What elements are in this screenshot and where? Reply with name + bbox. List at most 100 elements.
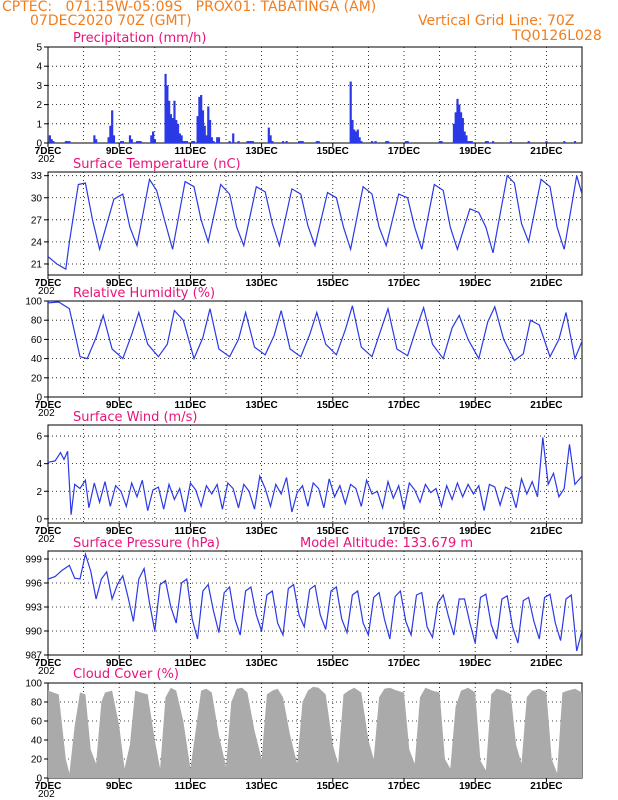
precip-bar [492,141,495,143]
precip-bar [271,141,274,143]
product-code: TQ0126L028 [512,28,602,44]
precip-bar [153,139,156,143]
x-tick-label: 7DEC [35,526,62,537]
x-tick-label: 21DEC [530,658,562,669]
precip-bar [212,141,215,143]
precip-bar [50,139,53,143]
x-tick-label: 11DEC [175,526,207,537]
precip-bar [467,141,470,143]
precip-bar [299,141,302,143]
precip-bar [315,141,318,143]
series-line [48,301,582,362]
x-tick-label: 15DEC [317,278,349,289]
precip-bar [463,131,466,143]
precip-bar [470,141,473,143]
x-tick-label: 7DEC [35,146,62,157]
y-tick-label: 0 [36,139,42,150]
precip-bar [216,137,219,143]
precip-bar [237,141,240,143]
precip-bar [112,135,116,143]
y-tick-label: 2 [36,100,42,111]
y-tick-label: 20 [31,373,43,384]
precip-bar [267,127,270,143]
vertical-grid-label: Vertical Grid Line: 70Z [418,13,575,29]
precip-bar [205,135,208,143]
x-tick-label: 7DEC [35,781,62,792]
y-tick-label: 21 [31,259,43,270]
panel-title: Surface Temperature (nC) [73,157,241,172]
cloud-area [48,686,582,778]
x-tick-label: 9DEC [106,781,133,792]
precip-bar [349,81,352,143]
precip-bar [317,141,320,143]
precip-bar [385,141,388,143]
precip-bar [563,141,566,143]
x-tick-label: 11DEC [175,278,207,289]
x-tick-label: 7DEC [35,400,62,411]
precip-bar [351,119,354,143]
precip-bar [176,123,180,143]
y-tick-label: 100 [25,297,42,308]
precip-bar [109,125,112,143]
x-tick-label: 11DEC [175,400,207,411]
x-tick-label: 13DEC [245,146,277,157]
x-axis-year: 202 [38,286,55,297]
precip-bar [440,141,443,143]
precip-bar [68,141,71,143]
precip-bar [281,141,285,143]
x-tick-label: 17DEC [388,781,420,792]
panel-title: Surface Pressure (hPa) [73,536,220,551]
precip-bar [486,141,489,143]
y-tick-label: 60 [31,335,43,346]
x-axis-year: 202 [38,789,55,800]
x-tick-label: 11DEC [175,146,207,157]
x-tick-label: 15DEC [317,781,349,792]
precip-bar [48,135,51,143]
y-tick-label: 5 [36,43,42,54]
precip-bar [459,112,463,143]
x-tick-label: 7DEC [35,278,62,289]
plot-frame [47,46,583,144]
precip-bar [545,141,548,143]
x-axis-year: 202 [38,408,55,419]
precip-bar [404,141,407,143]
x-tick-label: 9DEC [106,278,133,289]
series-line [48,551,582,652]
precip-bar [180,135,183,143]
y-tick-label: 2 [36,487,42,498]
x-tick-label: 19DEC [459,278,491,289]
y-tick-label: 0 [36,514,42,525]
precip-bar [52,141,55,143]
precip-bar [468,141,472,143]
precip-bar [356,129,359,143]
x-tick-label: 17DEC [388,526,420,537]
plot-frame [47,424,583,524]
precip-bar [406,141,409,143]
y-tick-label: 3 [36,81,42,92]
precip-bar [139,141,142,143]
plot-frame [47,300,583,398]
precip-bar [201,110,205,143]
precip-bar [185,141,189,143]
x-tick-label: 9DEC [106,146,133,157]
precip-bar [246,141,249,143]
precip-bar [452,123,456,143]
x-tick-label: 9DEC [106,526,133,537]
precip-bar [128,135,132,143]
precip-bar [196,116,199,143]
y-tick-label: 20 [31,755,43,766]
x-tick-label: 15DEC [317,400,349,411]
panel-title: Surface Wind (m/s) [73,410,197,425]
precip-bar [192,141,196,143]
precip-bar [249,141,253,143]
x-tick-label: 21DEC [530,400,562,411]
x-tick-label: 17DEC [388,658,420,669]
y-tick-label: 40 [31,736,43,747]
series-line [48,174,582,271]
x-tick-label: 19DEC [459,400,491,411]
precip-bar [93,135,96,143]
precip-bar [285,141,288,143]
precip-bar [386,141,390,143]
model-altitude-label: Model Altitude: 133.679 m [300,536,473,551]
precip-bar [228,141,231,143]
